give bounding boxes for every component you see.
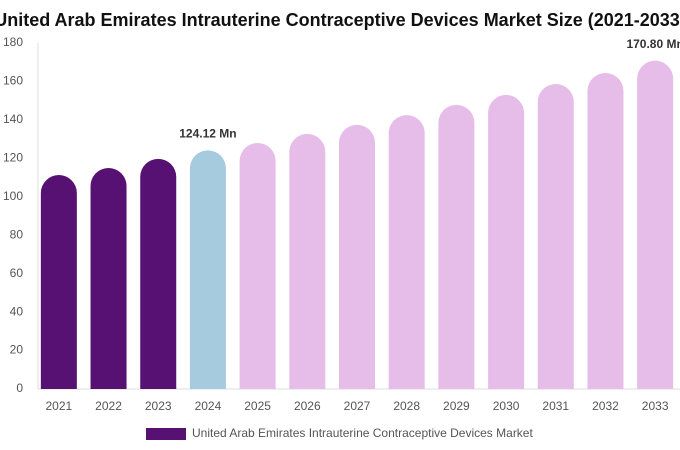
x-tick-label: 2028	[393, 399, 420, 413]
legend-swatch	[146, 428, 186, 440]
x-tick-label: 2031	[542, 399, 569, 413]
bar	[189, 150, 226, 389]
x-tick-label: 2029	[443, 399, 470, 413]
x-tick-label: 2026	[294, 399, 321, 413]
bar	[587, 72, 624, 389]
bar	[438, 104, 475, 389]
x-tick-label: 2022	[95, 399, 122, 413]
y-tick-label: 140	[3, 112, 23, 126]
y-tick-label: 80	[10, 227, 24, 241]
y-tick-label: 120	[3, 151, 23, 165]
x-tick-label: 2023	[145, 399, 172, 413]
bar	[239, 142, 276, 389]
x-tick-label: 2021	[45, 399, 72, 413]
bar	[637, 60, 674, 390]
bar	[488, 94, 525, 389]
bar	[537, 83, 574, 389]
x-tick-label: 2033	[642, 399, 669, 413]
y-tick-label: 20	[10, 343, 24, 357]
bar	[289, 133, 326, 389]
value-label: 170.80 Mn	[626, 37, 680, 51]
value-label: 124.12 Mn	[179, 127, 236, 141]
y-tick-label: 160	[3, 74, 23, 88]
bar	[388, 115, 425, 390]
x-tick-label: 2030	[493, 399, 520, 413]
bar	[90, 167, 127, 389]
x-tick-label: 2032	[592, 399, 619, 413]
x-tick-label: 2027	[344, 399, 371, 413]
y-tick-label: 180	[3, 35, 23, 49]
bar	[140, 158, 177, 389]
bar	[339, 124, 375, 390]
y-tick-label: 100	[3, 189, 23, 203]
x-tick-label: 2024	[195, 399, 222, 413]
y-tick-label: 60	[10, 266, 24, 280]
y-tick-label: 0	[16, 381, 23, 395]
chart-title: United Arab Emirates Intrauterine Contra…	[0, 10, 680, 30]
y-tick-label: 40	[10, 304, 24, 318]
x-tick-label: 2025	[244, 399, 271, 413]
legend-label: United Arab Emirates Intrauterine Contra…	[192, 426, 533, 440]
bar	[40, 175, 77, 389]
